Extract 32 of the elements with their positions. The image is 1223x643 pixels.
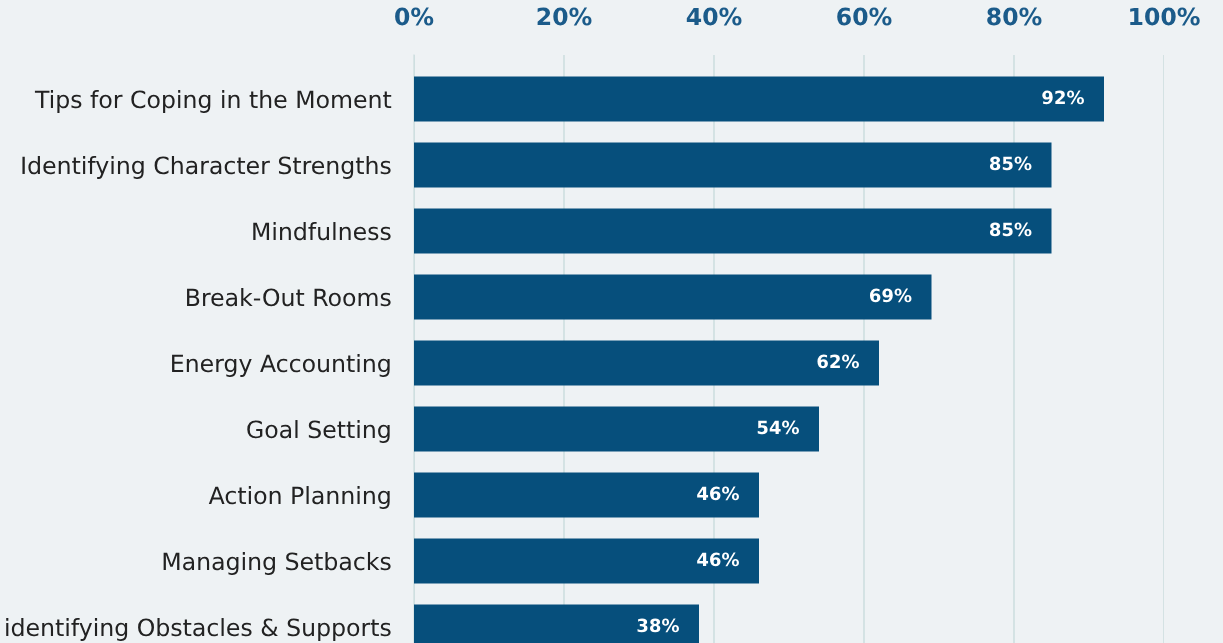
x-tick-label: 80%: [987, 7, 1042, 26]
data-label: 69%: [869, 288, 912, 303]
bar: [414, 406, 819, 452]
bar: [414, 340, 879, 386]
bar: [414, 142, 1052, 188]
data-label: 85%: [989, 156, 1032, 171]
bar: [414, 76, 1104, 122]
y-tick-label: Action Planning: [208, 486, 390, 509]
y-tick-label: Managing Setbacks: [163, 552, 391, 575]
data-label: 46%: [697, 486, 739, 501]
x-tick-label: 0%: [395, 7, 434, 26]
x-tick-label: 40%: [686, 7, 742, 26]
bar: [414, 274, 932, 320]
y-tick-label: Energy Accounting: [172, 354, 390, 377]
x-tick-label: 20%: [537, 7, 592, 26]
data-label: 54%: [757, 420, 799, 435]
data-label: 92%: [1042, 90, 1084, 105]
bar: [414, 472, 759, 518]
data-label: 85%: [989, 222, 1032, 237]
data-label: 38%: [637, 618, 679, 633]
bar: [414, 208, 1052, 254]
data-label: 62%: [817, 354, 859, 369]
y-tick-label: identifying Obstacles & Supports: [6, 618, 391, 641]
y-tick-label: Goal Setting: [247, 420, 390, 443]
data-label: 46%: [697, 552, 739, 567]
y-tick-label: Tips for Coping in the Moment: [34, 90, 392, 113]
y-tick-label: Mindfulness: [253, 222, 391, 241]
y-tick-label: Identifying Character Strengths: [22, 156, 391, 179]
bar: [414, 538, 759, 584]
y-tick-label: Break-Out Rooms: [187, 288, 391, 307]
x-tick-label: 60%: [837, 7, 892, 26]
x-tick-label: 100%: [1130, 7, 1200, 26]
